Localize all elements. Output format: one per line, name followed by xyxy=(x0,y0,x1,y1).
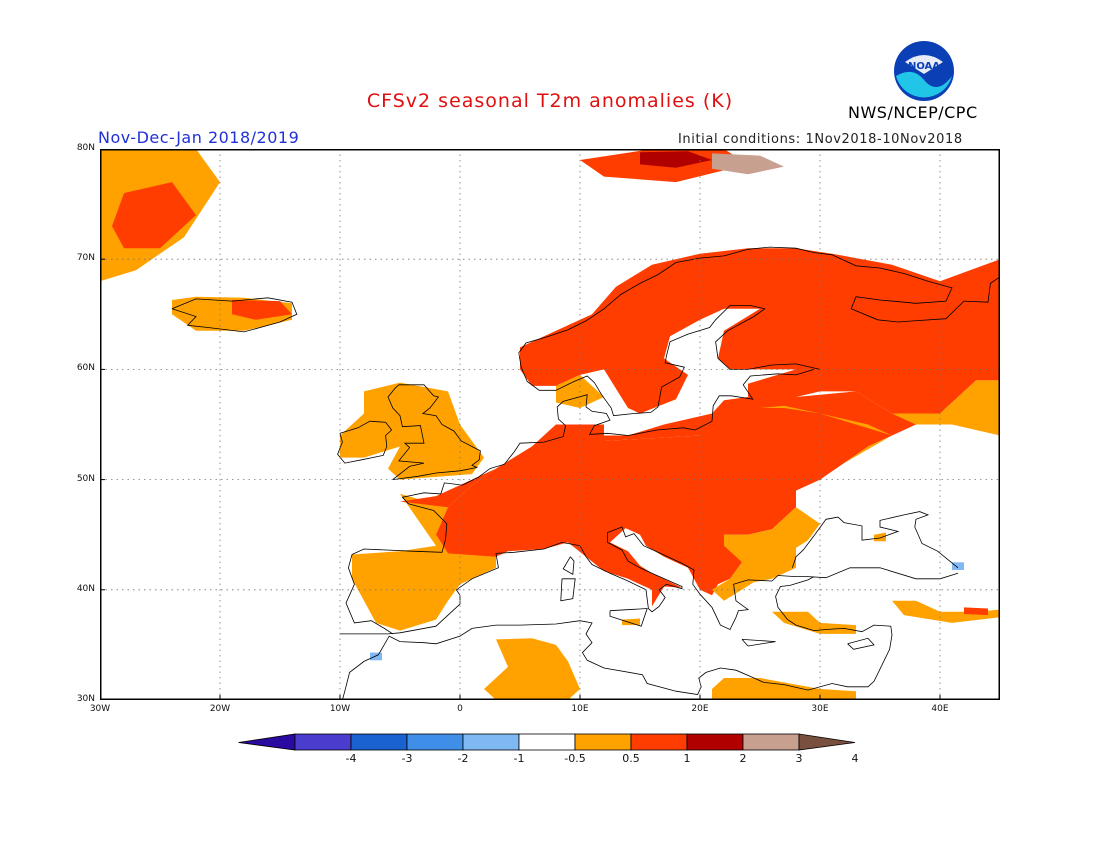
colorbar-label: 0.5 xyxy=(622,752,640,765)
anomaly-region-12 xyxy=(712,405,892,601)
anomaly-region-23 xyxy=(952,562,964,570)
lon-label-10W: 10W xyxy=(329,704,351,714)
colorbar xyxy=(238,733,856,751)
lat-label-60N: 60N xyxy=(76,363,95,374)
lon-label-0: 0 xyxy=(457,704,463,714)
anomaly-region-2 xyxy=(112,182,196,249)
colorbar-segment-4 xyxy=(462,733,520,751)
colorbar-segment-9 xyxy=(742,733,800,751)
coastline-1 xyxy=(340,526,959,635)
coastline-5 xyxy=(387,384,481,481)
lon-label-30W: 30W xyxy=(89,704,111,714)
lon-label-20E: 20E xyxy=(691,704,709,714)
anomaly-region-21 xyxy=(622,618,640,626)
anomaly-region-17 xyxy=(772,611,856,634)
coastline-12 xyxy=(847,637,875,650)
coastline-6 xyxy=(337,420,393,464)
anomaly-region-11 xyxy=(436,391,916,607)
colorbar-label: 1 xyxy=(683,752,691,765)
anomaly-region-16 xyxy=(964,607,988,616)
colorbar-segment-8 xyxy=(686,733,744,751)
coastline-11 xyxy=(741,639,776,647)
colorbar-high-arrow xyxy=(798,733,856,751)
anomaly-region-22 xyxy=(370,652,382,661)
lon-label-30E: 30E xyxy=(811,704,829,714)
lon-label-10E: 10E xyxy=(571,704,589,714)
anomaly-region-18 xyxy=(484,638,580,700)
coastline-13 xyxy=(342,576,893,700)
anomaly-region-20 xyxy=(874,532,886,542)
colorbar-label: 3 xyxy=(795,752,803,765)
colorbar-segment-5 xyxy=(518,733,576,751)
colorbar-segment-2 xyxy=(350,733,408,751)
colorbar-label: 2 xyxy=(739,752,747,765)
coastline-8 xyxy=(560,578,576,602)
lat-label-30N: 30N xyxy=(76,694,95,704)
map-title: CFSv2 seasonal T2m anomalies (K) xyxy=(366,90,734,112)
anomaly-region-15 xyxy=(892,600,1000,623)
coastline-10 xyxy=(562,556,575,576)
agency-label: NWS/NCEP/CPC xyxy=(848,103,978,122)
coastline-3 xyxy=(345,554,394,635)
forecast-period: Nov-Dec-Jan 2018/2019 xyxy=(98,128,300,147)
coastline-2 xyxy=(351,369,815,555)
lat-label-50N: 50N xyxy=(76,473,95,484)
svg-text:NOAA: NOAA xyxy=(908,61,940,72)
anomaly-region-14 xyxy=(892,380,1000,436)
coastline-7 xyxy=(171,297,298,333)
colorbar-label: -2 xyxy=(457,752,469,765)
lat-label-40N: 40N xyxy=(76,583,95,594)
colorbar-segment-1 xyxy=(294,733,352,751)
lon-label-40E: 40E xyxy=(931,704,949,714)
coastline-4 xyxy=(518,246,1000,417)
map-frame xyxy=(100,149,1000,700)
gridlines xyxy=(100,149,1000,700)
initial-conditions: Initial conditions: 1Nov2018-10Nov2018 xyxy=(678,132,963,147)
anomaly-region-4 xyxy=(232,300,292,320)
noaa-logo: NOAA xyxy=(893,40,955,102)
lat-label-80N: 80N xyxy=(76,143,95,153)
anomaly-map xyxy=(100,149,1000,700)
colorbar-label: -3 xyxy=(401,752,413,765)
lon-label-20W: 20W xyxy=(209,704,231,714)
colorbar-segment-3 xyxy=(406,733,464,751)
anomaly-region-6 xyxy=(640,151,712,168)
anomaly-region-7 xyxy=(712,153,784,175)
colorbar-label: -0.5 xyxy=(564,752,586,765)
colorbar-label: -1 xyxy=(513,752,525,765)
colorbar-label: -4 xyxy=(345,752,357,765)
colorbar-low-arrow xyxy=(238,733,296,751)
colorbar-segment-7 xyxy=(630,733,688,751)
coastlines xyxy=(171,246,1000,700)
lat-label-70N: 70N xyxy=(76,253,95,264)
anomaly-regions xyxy=(100,149,1000,700)
colorbar-segment-6 xyxy=(574,733,632,751)
anomaly-region-9 xyxy=(352,493,496,631)
coastline-14 xyxy=(792,511,959,569)
colorbar-label: 4 xyxy=(851,752,859,765)
anomaly-region-8 xyxy=(340,382,484,480)
coastline-9 xyxy=(609,608,648,627)
anomaly-region-10 xyxy=(400,248,1000,508)
